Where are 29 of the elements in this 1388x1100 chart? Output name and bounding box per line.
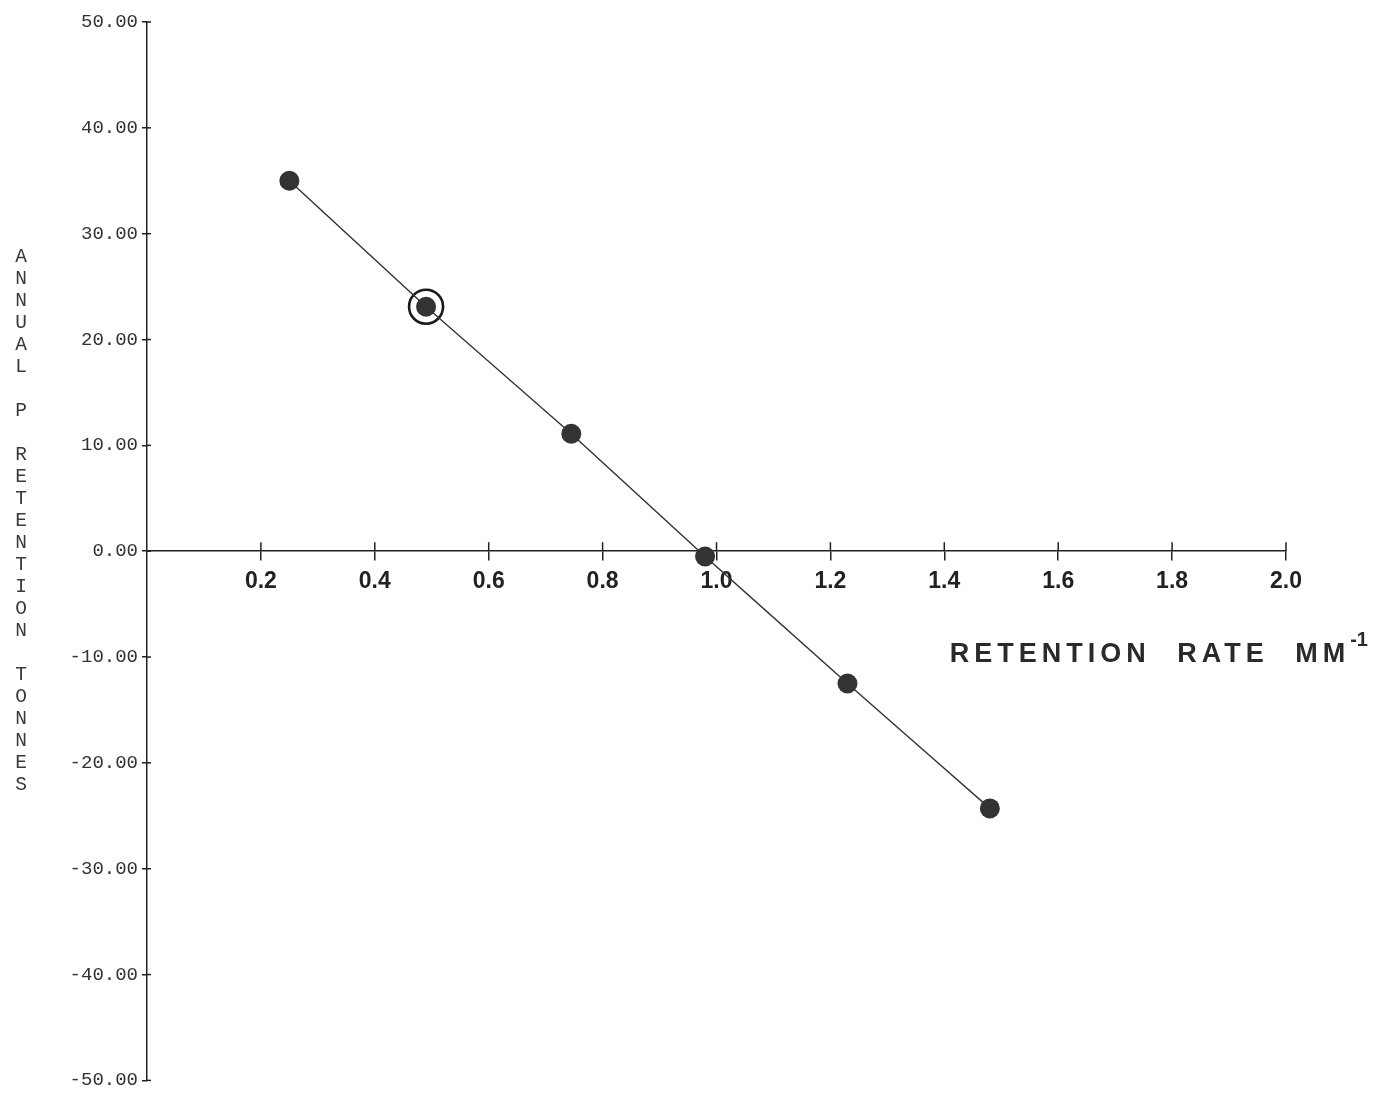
x-tick-label: 1.0	[700, 567, 733, 594]
x-tick-label: 1.2	[814, 567, 847, 594]
point	[695, 546, 716, 567]
x-axis-title: RETENTION RATE MM$^{-1}$	[949, 628, 1368, 669]
y-tick-label: 40.00	[80, 116, 138, 139]
y-tick-label: 20.00	[80, 328, 138, 351]
y-tick-label: 50.00	[80, 11, 138, 34]
y-axis-title: ANNUAL P RETENTION TONNES	[10, 246, 32, 796]
x-tick-label: 0.4	[358, 567, 391, 594]
x-tick-label: 1.8	[1156, 567, 1189, 594]
point	[407, 288, 445, 326]
x-tick-label: 1.4	[928, 567, 961, 594]
point	[979, 798, 1000, 819]
y-tick-label: -50.00	[69, 1069, 138, 1092]
y-tick-label: -20.00	[69, 751, 138, 774]
x-tick-label: 0.2	[244, 567, 277, 594]
x-tick-label: 2.0	[1270, 567, 1302, 594]
x-tick-label: 1.6	[1042, 567, 1075, 594]
y-tick-label: -10.00	[69, 646, 138, 669]
point	[561, 423, 582, 444]
x-tick-label: 0.6	[472, 567, 505, 594]
point	[837, 673, 858, 694]
x-tick-label: 0.8	[586, 567, 619, 594]
y-tick-label: 0.00	[92, 540, 138, 563]
point	[279, 170, 300, 191]
y-tick-label: -40.00	[69, 963, 138, 986]
y-tick-label: 30.00	[80, 222, 138, 245]
y-tick-label: -30.00	[69, 857, 138, 880]
y-tick-label: 10.00	[80, 434, 138, 457]
